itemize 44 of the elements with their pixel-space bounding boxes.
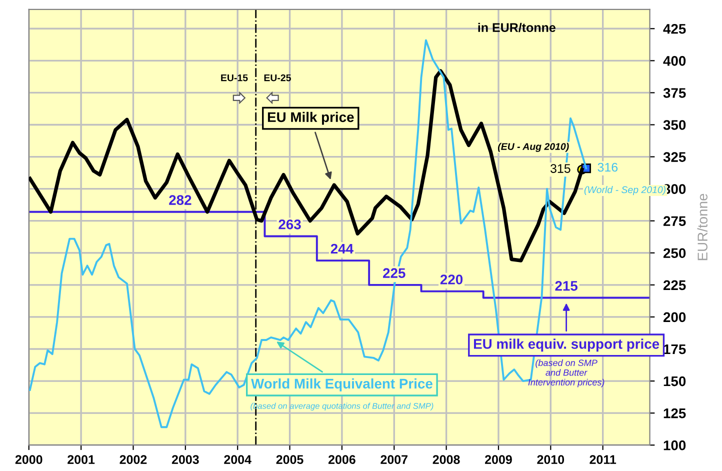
annotation: EU-25 [264, 74, 291, 82]
y-tick-label: 325 [663, 152, 686, 162]
x-tick-label: 2001 [68, 455, 95, 464]
annotation: in EUR/tonne [478, 22, 556, 32]
annotation: (based on SMP and Butter Intervention prices) [528, 359, 604, 388]
annotation: 225 [383, 268, 406, 278]
annotation: 282 [169, 195, 192, 205]
annotation: 315 [550, 164, 570, 173]
y-axis-title: EUR/tonne [697, 194, 708, 260]
y-tick-label: 200 [663, 312, 686, 322]
annotation: 215 [555, 280, 578, 291]
legend-label: EU milk equiv. support price [474, 338, 660, 352]
x-tick-label: 2002 [120, 455, 147, 464]
annotation: (EU - Aug 2010) [498, 142, 569, 152]
y-tick-label: 250 [663, 248, 686, 258]
y-tick-label: 275 [663, 216, 686, 226]
y-tick-label: 175 [664, 344, 686, 354]
y-tick-label: 375 [663, 88, 686, 98]
annotation: 220 [440, 274, 463, 284]
annotation: (World - Sep 2010) [584, 186, 666, 196]
x-tick-label: 2006 [328, 455, 356, 464]
annotation: 263 [278, 219, 301, 230]
series-label: World Milk Equivalent Price [251, 378, 432, 392]
x-tick-label: 2010 [537, 455, 564, 464]
x-tick-label: 2007 [380, 455, 408, 464]
y-tick-label: 225 [663, 280, 686, 290]
y-tick-label: 350 [663, 120, 686, 130]
annotation: 244 [330, 244, 354, 254]
text: EU Milk price [268, 112, 354, 125]
y-tick-label: 100 [664, 440, 686, 450]
x-tick-label: 2003 [172, 455, 199, 464]
y-tick-label: 125 [664, 408, 686, 418]
y-tick-label: 400 [663, 56, 686, 66]
x-tick-label: 2000 [15, 455, 42, 464]
x-tick-label: 2009 [485, 455, 512, 464]
annotation: 316 [598, 162, 618, 172]
annotation: EU-15 [221, 74, 248, 82]
x-tick-label: 2008 [432, 455, 460, 464]
y-tick-label: 150 [664, 376, 686, 386]
x-tick-label: 2004 [224, 455, 252, 464]
y-tick-label: 425 [663, 24, 686, 34]
x-tick-label: 2005 [276, 455, 304, 464]
annotation: (based on average quotations of Butter and SMP) [250, 402, 434, 411]
x-tick-label: 2011 [590, 455, 616, 464]
